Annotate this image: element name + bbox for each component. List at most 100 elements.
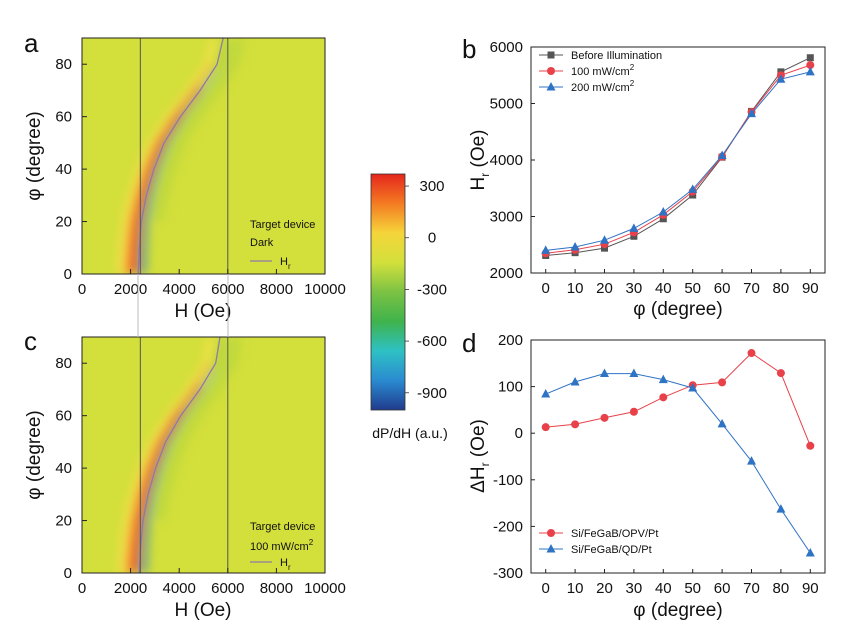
series-line <box>545 64 811 254</box>
panel-c-frame <box>81 336 326 574</box>
x-tick-label: 10 <box>567 580 584 597</box>
data-point <box>658 206 668 216</box>
data-point <box>688 382 698 392</box>
panel-c-ylabel: φ (degree) <box>24 410 45 499</box>
y-tick-label: 5000 <box>490 96 523 113</box>
data-point <box>718 378 727 387</box>
x-tick-label: 30 <box>626 280 643 297</box>
data-point <box>629 368 639 378</box>
panel-a-frame <box>81 37 326 275</box>
y-tick-label: 80 <box>55 56 72 73</box>
y-tick-label: 6000 <box>490 39 523 56</box>
colorbar-ticks: 300 0 -300 -600 -900 <box>405 178 447 402</box>
panel-c-legend-line1: Target device <box>250 521 315 533</box>
series-line <box>545 57 811 256</box>
x-tick-label: 4000 <box>163 580 196 597</box>
panel-d-axes: 0 10 20 30 40 50 60 70 80 90 -300 -200 -100 0 100 200 <box>493 332 819 597</box>
y-tick-label: 40 <box>55 161 72 178</box>
resonance-curve <box>138 337 221 573</box>
legend-label-text: 200 mW/cm <box>571 82 630 94</box>
data-point <box>776 504 786 513</box>
series-line <box>545 373 811 554</box>
panel-a-legend-hr: Hr <box>280 256 291 271</box>
data-point <box>776 74 786 83</box>
panel-d-ylabel: ΔHr (Oe) <box>468 419 492 493</box>
colorbar: 300 0 -300 -600 -900 dP/dH (a.u.) <box>370 173 448 441</box>
y-tick-label: 20 <box>55 214 72 231</box>
x-tick-label: 80 <box>773 280 790 297</box>
x-tick-label: 20 <box>596 280 613 297</box>
series-3 <box>541 66 815 254</box>
legend-label-sup: 2 <box>630 79 635 88</box>
x-tick-label: 30 <box>626 580 643 597</box>
panel-a-heatmap <box>82 38 325 274</box>
data-point <box>747 349 756 358</box>
y-tick-label: 80 <box>55 355 72 372</box>
x-tick-label: 8000 <box>260 580 293 597</box>
data-point <box>629 407 638 416</box>
legend-label-text: 100 mW/cm <box>571 66 630 78</box>
colorbar-tick-label: 300 <box>419 178 444 195</box>
panel-c-legend-line2: 100 mW/cm2 <box>250 538 314 553</box>
x-tick-label: 70 <box>743 580 760 597</box>
data-point <box>717 150 727 159</box>
colorbar-tick-label: -900 <box>417 385 447 402</box>
x-tick-label: 10000 <box>304 281 346 298</box>
x-tick-label: 10 <box>567 280 584 297</box>
colorbar-rect <box>370 173 406 411</box>
heatmap-band <box>132 410 184 573</box>
x-tick-label: 60 <box>714 280 731 297</box>
panel-a-label: a <box>24 28 39 58</box>
series-line <box>545 71 811 251</box>
heatmap-band <box>131 111 184 274</box>
y-tick-label: 60 <box>55 109 72 126</box>
y-tick-label: 4000 <box>490 152 523 169</box>
data-point <box>541 245 551 254</box>
colorbar-tick-label: -600 <box>417 333 447 350</box>
panel-c-legend-hr: Hr <box>280 557 291 572</box>
panel-b-xlabel: φ (degree) <box>633 299 722 320</box>
data-point <box>747 108 756 118</box>
panel-d-label: d <box>462 328 476 358</box>
x-tick-label: 0 <box>542 580 550 597</box>
x-tick-label: 90 <box>802 280 819 297</box>
heatmap-tail <box>149 38 246 222</box>
y-tick-label: 0 <box>64 266 72 283</box>
x-tick-label: 10000 <box>304 580 346 597</box>
y-tick-label: 200 <box>498 332 523 349</box>
data-point <box>747 456 756 465</box>
heatmap-bands <box>116 38 246 274</box>
legend-label: Si/FeGaB/QD/Pt <box>571 544 652 556</box>
legend-label: 100 mW/cm2 <box>571 63 635 78</box>
legend-label-text: Si/FeGaB/OPV/Pt <box>571 528 658 540</box>
data-point <box>806 54 814 62</box>
colorbar-title: dP/dH (a.u.) <box>372 425 447 441</box>
y-tick-label: 60 <box>55 408 72 425</box>
data-point <box>547 529 555 537</box>
y-tick-label: 20 <box>55 513 72 530</box>
data-point <box>600 235 609 244</box>
x-tick-label: 40 <box>655 280 672 297</box>
x-tick-label: 4000 <box>163 281 196 298</box>
y-tick-label: 2000 <box>490 265 523 282</box>
data-point <box>546 82 556 91</box>
panel-d: d 0 10 20 30 40 50 60 70 80 90 -300 -200 -100 0 100 200… <box>462 328 826 621</box>
x-tick-label: 2000 <box>114 281 147 298</box>
x-tick-label: 40 <box>655 580 672 597</box>
panel-d-xlabel: φ (degree) <box>633 600 722 621</box>
x-tick-label: 0 <box>78 281 86 298</box>
x-tick-label: 2000 <box>114 580 147 597</box>
data-point <box>806 61 815 70</box>
data-point <box>571 420 580 429</box>
data-point <box>629 223 639 232</box>
panel-b: b 0 10 20 30 40 50 60 70 80 90 2000 3000 4000 5000 600… <box>462 34 826 320</box>
legend-label: 200 mW/cm2 <box>571 79 635 94</box>
x-tick-label: 0 <box>542 280 550 297</box>
series-line <box>545 352 811 446</box>
panel-b-axes: 0 10 20 30 40 50 60 70 80 90 2000 3000 4000 5000 6000 <box>490 39 819 297</box>
data-point <box>805 547 815 557</box>
panel-c-axes: 0 2000 4000 6000 8000 10000 0 20 40 60 80 <box>55 355 346 597</box>
panel-d-legend: Si/FeGaB/OPV/Pt Si/FeGaB/QD/Pt <box>539 528 658 556</box>
panel-a-xlabel: H (Oe) <box>175 301 232 322</box>
colorbar-tick-label: -300 <box>417 281 447 298</box>
